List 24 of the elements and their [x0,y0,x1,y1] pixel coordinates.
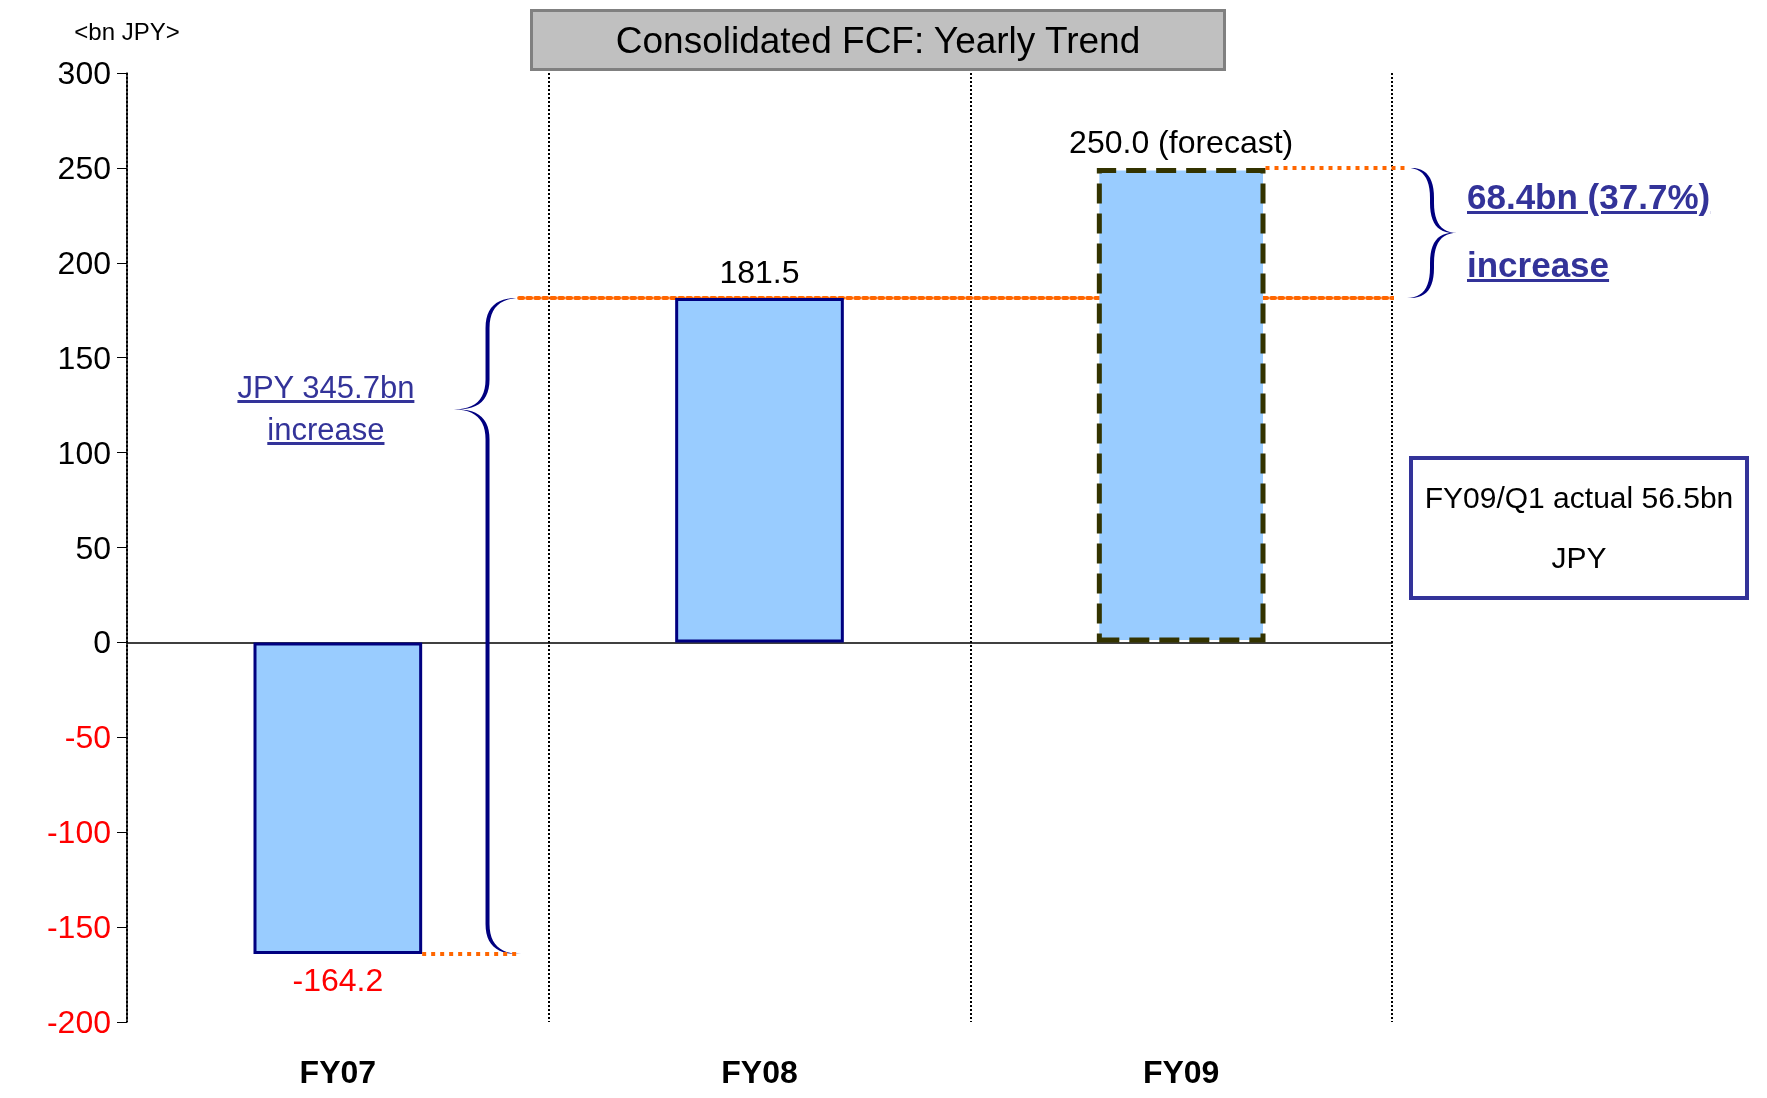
text: 68.4bn (37.7%) increase [1467,175,1712,286]
annotation: JPY 345.7bn increase [236,369,416,450]
bar [675,297,844,643]
x-tick-label: FY08 [721,1054,798,1090]
data-label: 181.5 [719,253,800,290]
y-tick-label: -50 [64,719,111,756]
text: FY09/Q1 actual 56.5bn JPY [1409,456,1749,600]
y-tick-label: -150 [46,909,111,946]
data-label: 250.0 (forecast) [1069,123,1294,160]
y-tick-label: 300 [57,55,111,91]
y-tick-label: 0 [93,624,111,661]
y-axis-title: <bn JPY> [74,17,180,45]
y-tick-label: 250 [57,149,111,186]
data-label: -164.2 [292,962,384,999]
y-tick-label: 150 [57,339,111,376]
y-tick-label: 50 [75,529,111,566]
y-tick-label: 100 [57,434,111,471]
y-tick-label: 200 [57,244,111,281]
x-tick-label: FY07 [299,1054,377,1090]
chart-title: Consolidated FCF: Yearly Trend [530,9,1226,71]
y-tick-label: -100 [46,814,111,851]
y-tick-label: -200 [46,1004,111,1040]
bar [253,642,423,955]
x-tick-label: FY09 [1142,1054,1220,1090]
